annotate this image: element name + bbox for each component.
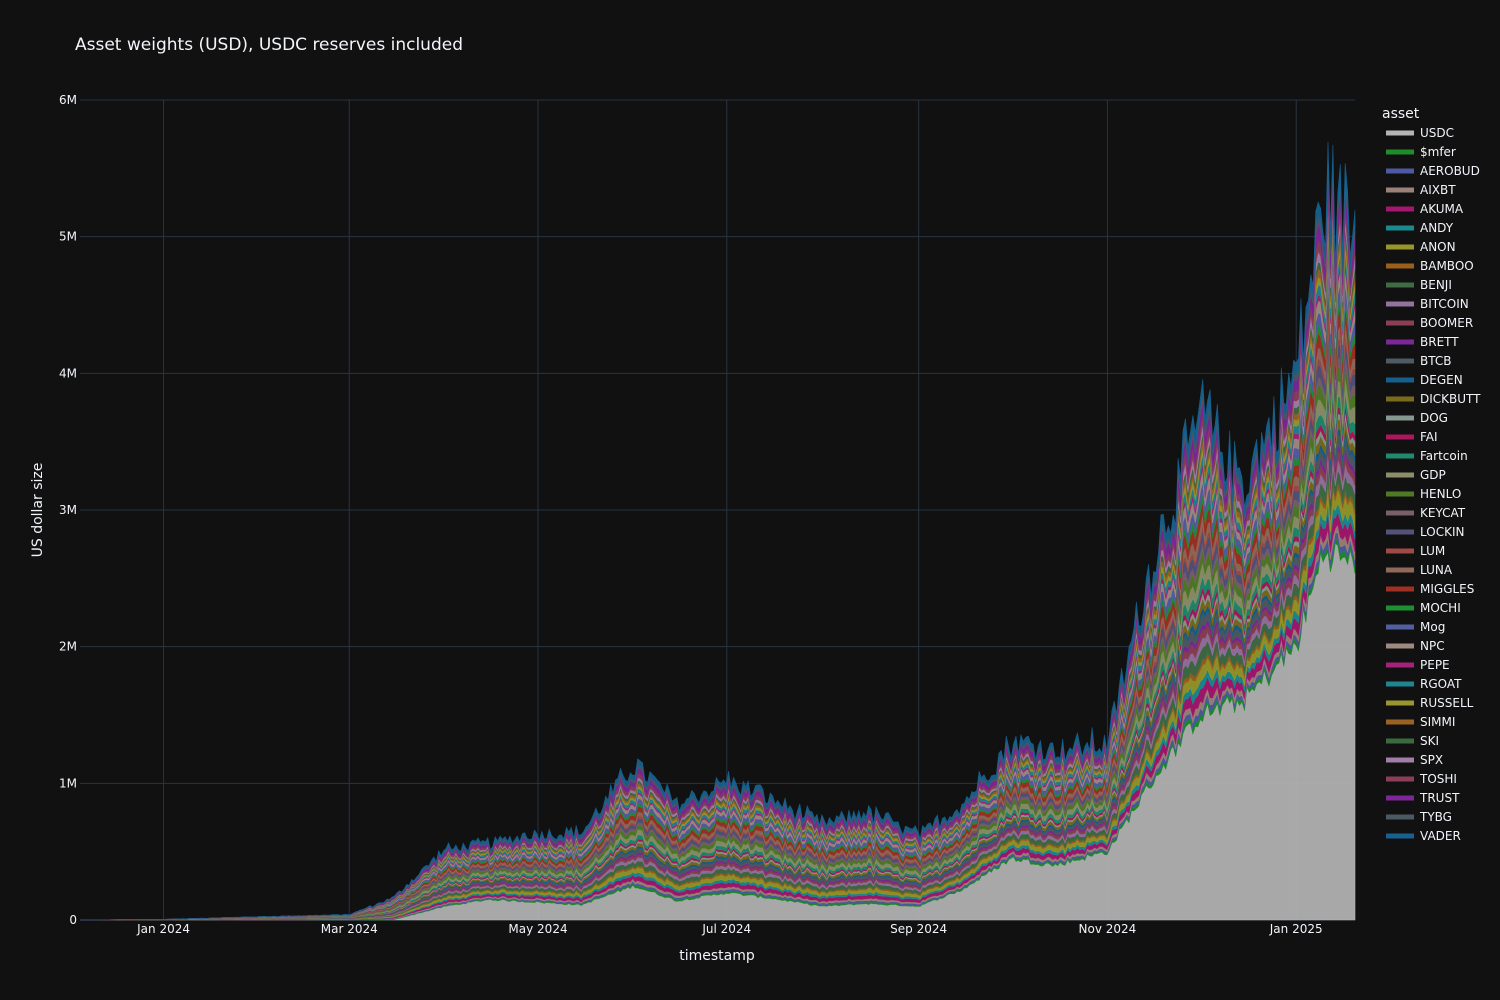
legend-label[interactable]: KEYCAT <box>1420 506 1466 520</box>
legend-label[interactable]: Fartcoin <box>1420 449 1468 463</box>
legend-label[interactable]: TOSHI <box>1419 772 1457 786</box>
x-tick-label: Sep 2024 <box>890 922 947 936</box>
legend-label[interactable]: HENLO <box>1420 487 1461 501</box>
legend-label[interactable]: VADER <box>1420 829 1461 843</box>
legend-label[interactable]: NPC <box>1420 639 1445 653</box>
legend-label[interactable]: USDC <box>1420 126 1454 140</box>
legend-label[interactable]: GDP <box>1420 468 1446 482</box>
legend-label[interactable]: MOCHI <box>1420 601 1461 615</box>
legend-label[interactable]: BTCB <box>1420 354 1451 368</box>
legend-title: asset <box>1382 106 1420 122</box>
legend-label[interactable]: MIGGLES <box>1420 582 1474 596</box>
legend-label[interactable]: TRUST <box>1419 791 1460 805</box>
legend-label[interactable]: BENJI <box>1420 278 1452 292</box>
y-tick-label: 2M <box>59 640 77 654</box>
legend-label[interactable]: FAI <box>1420 430 1438 444</box>
legend-label[interactable]: DOG <box>1420 411 1448 425</box>
legend: USDC $mfer AEROBUD AIXBT AKUMA ANDY ANON BAMBOO… <box>1386 126 1481 843</box>
y-tick-label: 4M <box>59 366 77 380</box>
x-tick-label: Nov 2024 <box>1079 922 1137 936</box>
legend-label[interactable]: DICKBUTT <box>1420 392 1481 406</box>
area-series-vader[interactable] <box>80 141 1356 921</box>
legend-label[interactable]: ANON <box>1420 240 1456 254</box>
y-tick-label: 3M <box>59 503 77 517</box>
y-tick-label: 5M <box>59 230 77 244</box>
y-tick-label: 0 <box>69 913 77 927</box>
legend-label[interactable]: BOOMER <box>1420 316 1473 330</box>
legend-label[interactable]: TYBG <box>1419 810 1452 824</box>
x-tick-label: Jan 2025 <box>1269 922 1323 936</box>
x-tick-label: Jan 2024 <box>136 922 190 936</box>
x-tick-label: May 2024 <box>508 922 567 936</box>
legend-label[interactable]: LUNA <box>1420 563 1453 577</box>
legend-label[interactable]: ANDY <box>1420 221 1454 235</box>
legend-label[interactable]: RGOAT <box>1420 677 1462 691</box>
legend-label[interactable]: $mfer <box>1420 145 1456 159</box>
y-tick-label: 6M <box>59 93 77 107</box>
legend-label[interactable]: SPX <box>1420 753 1443 767</box>
legend-label[interactable]: Mog <box>1420 620 1445 634</box>
legend-label[interactable]: RUSSELL <box>1420 696 1474 710</box>
legend-label[interactable]: LUM <box>1420 544 1445 558</box>
plot-area <box>80 141 1356 921</box>
y-tick-label: 1M <box>59 776 77 790</box>
legend-label[interactable]: BITCOIN <box>1420 297 1469 311</box>
legend-label[interactable]: BRETT <box>1420 335 1459 349</box>
legend-label[interactable]: SKI <box>1420 734 1439 748</box>
x-axis-title: timestamp <box>679 948 755 964</box>
legend-label[interactable]: AIXBT <box>1420 183 1456 197</box>
chart-title: Asset weights (USD), USDC reserves inclu… <box>75 35 463 55</box>
legend-label[interactable]: AEROBUD <box>1420 164 1480 178</box>
legend-label[interactable]: BAMBOO <box>1420 259 1474 273</box>
legend-label[interactable]: DEGEN <box>1420 373 1463 387</box>
legend-label[interactable]: AKUMA <box>1420 202 1464 216</box>
y-axis-title: US dollar size <box>30 463 46 558</box>
legend-label[interactable]: LOCKIN <box>1420 525 1464 539</box>
x-tick-label: Mar 2024 <box>321 922 378 936</box>
axis-ticks: Jan 2024 Mar 2024 May 2024 Jul 2024 Sep 2024… <box>59 93 1323 936</box>
x-tick-label: Jul 2024 <box>701 922 751 936</box>
legend-label[interactable]: PEPE <box>1420 658 1450 672</box>
legend-label[interactable]: SIMMI <box>1420 715 1455 729</box>
